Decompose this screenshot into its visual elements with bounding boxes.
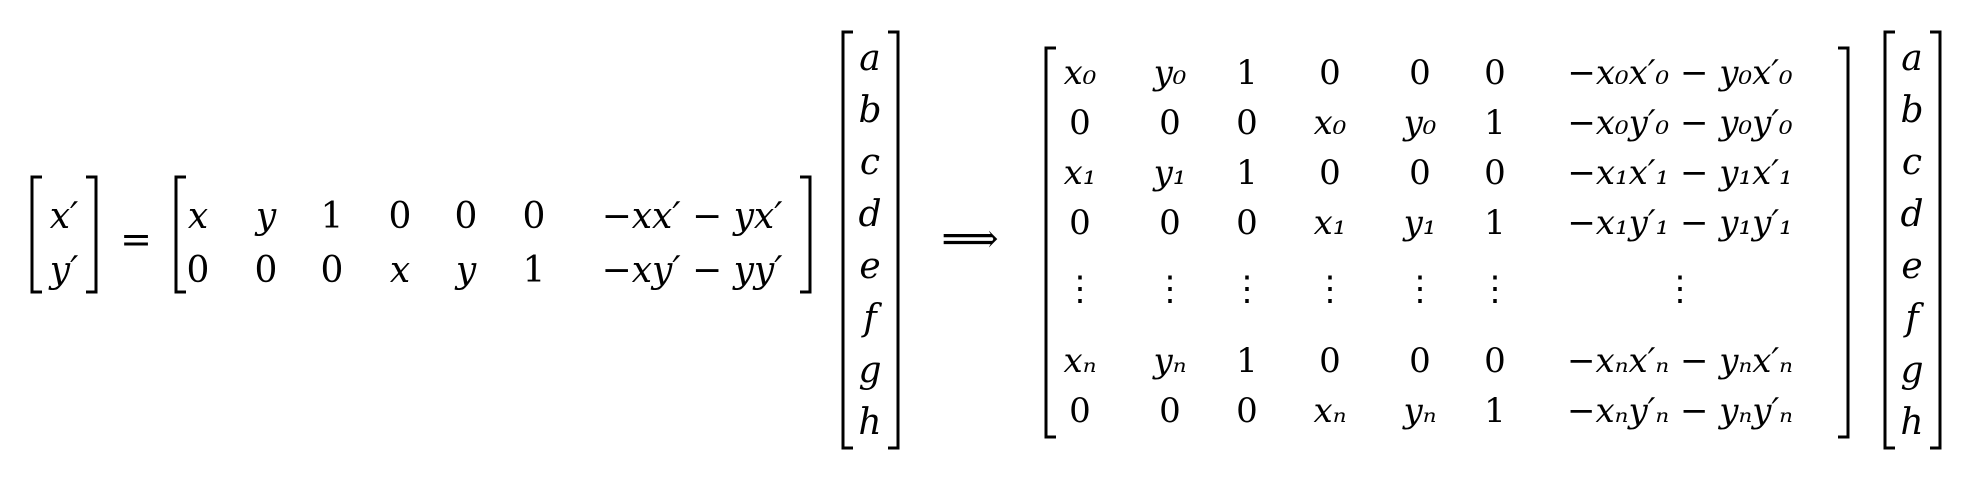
param-vector-2-right-bracket	[1930, 30, 1942, 450]
system-matrix-vdots: ⋮	[1230, 269, 1264, 309]
param-vector-entry: g	[858, 350, 881, 391]
system-matrix-cell: 1	[1484, 103, 1506, 143]
row-matrix-cell: 0	[389, 196, 412, 237]
system-matrix-cell: 0	[1236, 203, 1258, 243]
system-matrix-cell: 1	[1484, 391, 1506, 431]
param-vector-2-entry: a	[1901, 38, 1922, 79]
system-matrix-cell: y₀	[1402, 103, 1437, 143]
system-matrix-left-bracket	[1044, 46, 1056, 439]
row-matrix-cell: x	[390, 250, 410, 291]
row-matrix-cell: −xy′ − yy′	[602, 250, 783, 291]
system-matrix-vdots: ⋮	[1063, 269, 1097, 309]
lhs-vector-entry: x′	[50, 196, 78, 237]
system-matrix-cell: 1	[1236, 341, 1258, 381]
system-matrix-cell: 0	[1409, 341, 1431, 381]
system-matrix-cell: x₀	[1314, 103, 1347, 143]
system-matrix-cell: yₙ	[1152, 341, 1187, 381]
param-vector-entry: b	[858, 90, 881, 131]
param-vector-entry: h	[858, 402, 881, 443]
system-matrix-cell: 0	[1069, 203, 1091, 243]
row-matrix-cell: 0	[455, 196, 478, 237]
row-matrix-cell: 0	[321, 250, 344, 291]
system-matrix-vdots: ⋮	[1478, 269, 1512, 309]
system-matrix-cell: y₁	[1402, 203, 1437, 243]
row-matrix-cell: 1	[523, 250, 546, 291]
system-matrix-cell: 0	[1484, 153, 1506, 193]
param-vector-entry: c	[860, 142, 880, 183]
param-vector-2-entry: e	[1901, 246, 1922, 287]
system-matrix-cell: y₁	[1152, 153, 1187, 193]
row-matrix-cell: 0	[523, 196, 546, 237]
system-matrix-cell: 0	[1159, 391, 1181, 431]
param-vector-2-entry: h	[1900, 402, 1923, 443]
row-matrix-cell: x	[188, 196, 208, 237]
param-vector-entry: e	[859, 246, 880, 287]
system-matrix-cell: 0	[1409, 153, 1431, 193]
system-matrix-cell: −x₀x′₀ − y₀x′₀	[1567, 53, 1793, 93]
system-matrix-cell: 0	[1319, 153, 1341, 193]
row-matrix-cell: 0	[255, 250, 278, 291]
system-matrix-cell: 0	[1319, 53, 1341, 93]
system-matrix-cell: xₙ	[1314, 391, 1347, 431]
system-matrix-cell: x₀	[1064, 53, 1097, 93]
system-matrix-cell: x₁	[1064, 153, 1097, 193]
system-matrix-vdots: ⋮	[1153, 269, 1187, 309]
system-matrix-cell: 0	[1409, 53, 1431, 93]
param-vector-entry: d	[858, 194, 881, 235]
system-matrix-cell: 0	[1236, 103, 1258, 143]
system-matrix-cell: 0	[1484, 341, 1506, 381]
row-matrix-cell: 1	[321, 196, 344, 237]
system-matrix-cell: −x₁x′₁ − y₁x′₁	[1567, 153, 1792, 193]
row-matrix-cell: 0	[187, 250, 210, 291]
system-matrix-cell: x₁	[1314, 203, 1347, 243]
system-matrix-cell: 1	[1236, 53, 1258, 93]
implies-arrow: ⟹	[941, 216, 998, 262]
system-matrix-cell: −xₙy′ₙ − yₙy′ₙ	[1567, 391, 1793, 431]
lhs-vector-right-bracket	[86, 175, 98, 294]
param-vector-2-left-bracket	[1883, 30, 1895, 450]
equals-sign: =	[120, 217, 152, 261]
param-vector-2-entry: d	[1900, 194, 1923, 235]
param-vector-2-entry: c	[1902, 142, 1922, 183]
system-matrix-cell: 0	[1069, 391, 1091, 431]
system-matrix-cell: 1	[1484, 203, 1506, 243]
system-matrix-cell: 0	[1159, 203, 1181, 243]
system-matrix-cell: 0	[1319, 341, 1341, 381]
param-vector-entry: a	[859, 38, 880, 79]
system-matrix-right-bracket	[1838, 46, 1850, 439]
param-vector-2-entry: f	[1902, 298, 1924, 339]
system-matrix-cell: y₀	[1152, 53, 1187, 93]
param-vector-entry: f	[860, 298, 882, 339]
lhs-vector-left-bracket	[30, 175, 42, 294]
system-matrix-cell: 1	[1236, 153, 1258, 193]
system-matrix-cell: −x₁y′₁ − y₁y′₁	[1567, 203, 1792, 243]
system-matrix-vdots: ⋮	[1403, 269, 1437, 309]
system-matrix-cell: yₙ	[1402, 391, 1437, 431]
system-matrix-vdots: ⋮	[1313, 269, 1347, 309]
system-matrix-cell: 0	[1484, 53, 1506, 93]
param-vector-left-bracket	[841, 30, 853, 450]
param-vector-right-bracket	[888, 30, 900, 450]
param-vector-2-entry: b	[1900, 90, 1923, 131]
row-matrix-cell: −xx′ − yx′	[602, 196, 783, 237]
row-matrix-cell: y	[454, 250, 477, 291]
system-matrix-cell: 0	[1069, 103, 1091, 143]
row-matrix-left-bracket	[174, 175, 186, 294]
row-matrix-cell: y	[254, 196, 277, 237]
system-matrix-vdots: ⋮	[1663, 269, 1697, 309]
system-matrix-cell: −xₙx′ₙ − yₙx′ₙ	[1567, 341, 1793, 381]
param-vector-2-entry: g	[1900, 350, 1923, 391]
row-matrix-right-bracket	[800, 175, 812, 294]
lhs-vector-entry: y′	[48, 250, 79, 291]
system-matrix-cell: −x₀y′₀ − y₀y′₀	[1567, 103, 1793, 143]
system-matrix-cell: 0	[1159, 103, 1181, 143]
system-matrix-cell: 0	[1236, 391, 1258, 431]
system-matrix-cell: xₙ	[1064, 341, 1097, 381]
